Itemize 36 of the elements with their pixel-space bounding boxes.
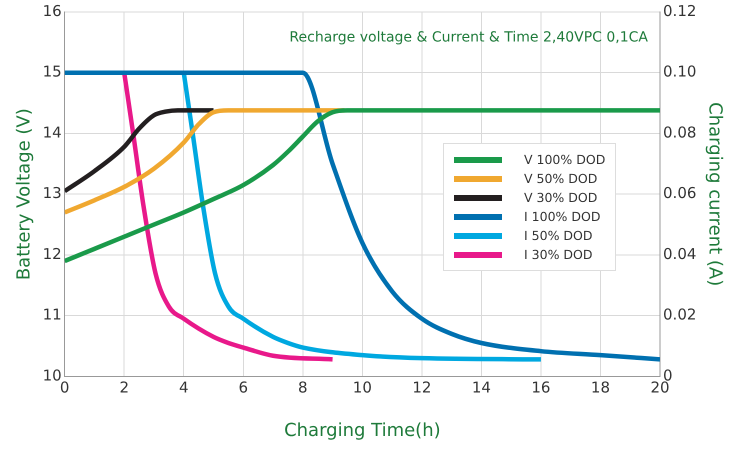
legend-label: I 50% DOD	[524, 228, 593, 244]
legend-label: V 50% DOD	[524, 171, 598, 186]
legend-label: I 100% DOD	[524, 209, 600, 224]
y2-tick-label: 0.08	[663, 123, 696, 142]
legend-label: I 30% DOD	[524, 247, 593, 262]
x-tick-label: 10	[352, 378, 372, 396]
y-tick-label: 11	[42, 306, 62, 324]
legend-label: V 30% DOD	[524, 190, 598, 206]
y2-axis-title: Charging current (A)	[704, 102, 726, 286]
x-axis-title: Charging Time(h)	[284, 420, 441, 441]
x-tick-label: 2	[119, 378, 129, 396]
line-series	[64, 70, 660, 362]
annotation: Recharge voltage & Current & Time 2,40VPC 0,1CA	[289, 30, 648, 46]
y2-tick-label: 0.12	[663, 2, 696, 20]
y-tick-label: 12	[42, 244, 62, 263]
x-tick-label: 14	[472, 378, 491, 396]
y2-tick-label: 0.02	[663, 306, 696, 324]
y-tick-label: 13	[42, 184, 62, 202]
x-tick-label: 4	[178, 378, 189, 396]
line-series	[64, 108, 660, 264]
y2-tick-label: 0.04	[663, 244, 696, 263]
x-tick-label: 12	[412, 378, 432, 396]
x-tick-label: 8	[298, 378, 308, 396]
x-tick-label: 0	[60, 378, 70, 396]
x-tick-label: 6	[238, 378, 248, 396]
y2-tick-label: 0.06	[663, 184, 696, 202]
y-tick-label: 16	[42, 2, 62, 20]
y-tick-label: 14	[42, 123, 62, 142]
legend-label: V 100% DOD	[524, 152, 606, 168]
y2-tick-label: 0.10	[663, 62, 696, 81]
line-series	[64, 108, 216, 194]
y-axis-title: Battery Voltage (V)	[13, 108, 34, 280]
y-tick-label: 15	[42, 62, 62, 81]
x-tick-label: 18	[590, 378, 610, 396]
x-tick-label: 16	[531, 378, 550, 396]
y-tick-label: 10	[42, 366, 62, 384]
